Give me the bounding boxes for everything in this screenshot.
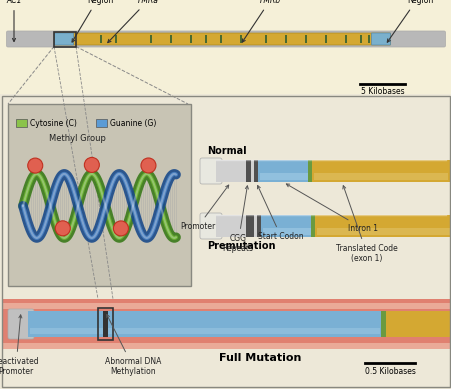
Bar — [380, 311, 385, 337]
FancyBboxPatch shape — [8, 309, 34, 339]
FancyBboxPatch shape — [6, 31, 445, 47]
Bar — [304, 35, 307, 43]
Text: Normal: Normal — [207, 146, 246, 156]
Bar — [2, 299, 449, 349]
Bar — [103, 311, 108, 337]
Text: CGG
Repeats: CGG Repeats — [222, 186, 253, 253]
Bar — [30, 328, 379, 334]
Bar — [16, 119, 27, 127]
Bar — [260, 215, 312, 237]
Bar — [344, 35, 347, 43]
Bar — [100, 35, 102, 43]
FancyBboxPatch shape — [199, 213, 221, 239]
Bar — [189, 35, 192, 43]
Bar — [262, 228, 310, 235]
Bar — [28, 311, 382, 337]
Text: Cytosine (C): Cytosine (C) — [30, 119, 77, 128]
Bar — [8, 104, 191, 286]
Text: FMRa: FMRa — [107, 0, 158, 42]
Text: Promoter: Promoter — [180, 185, 228, 231]
Text: 5 Kilobases: 5 Kilobases — [360, 87, 404, 96]
Bar — [307, 160, 311, 182]
Text: 0.5 Kilobases: 0.5 Kilobases — [364, 367, 414, 376]
Circle shape — [113, 221, 128, 236]
Text: Translated Code
(exon 1): Translated Code (exon 1) — [336, 186, 397, 263]
Bar — [0, 0, 451, 94]
Bar — [314, 215, 451, 237]
Bar — [196, 104, 445, 286]
Bar — [250, 160, 253, 182]
Text: FMRb: FMRb — [242, 0, 280, 42]
Text: AC1: AC1 — [6, 0, 22, 42]
Bar — [258, 160, 309, 182]
Bar — [96, 119, 107, 127]
Circle shape — [84, 158, 99, 172]
FancyBboxPatch shape — [199, 158, 221, 184]
Bar — [359, 35, 362, 43]
Text: Methyl Group: Methyl Group — [49, 134, 106, 143]
Bar — [54, 32, 76, 47]
Text: Abnormal DNA
Methylation: Abnormal DNA Methylation — [105, 314, 161, 377]
Bar — [150, 35, 152, 43]
Circle shape — [55, 221, 70, 236]
Bar — [2, 96, 449, 387]
Bar — [324, 35, 327, 43]
Bar — [285, 35, 287, 43]
FancyBboxPatch shape — [55, 33, 390, 45]
Bar — [264, 35, 267, 43]
Bar — [316, 228, 450, 235]
Bar — [170, 35, 172, 43]
Bar — [245, 215, 253, 237]
Bar — [257, 215, 260, 237]
Bar — [313, 173, 447, 180]
Bar — [205, 35, 207, 43]
Text: Premutation: Premutation — [207, 241, 275, 251]
Circle shape — [28, 158, 43, 173]
Bar — [245, 160, 250, 182]
Text: Intron 1: Intron 1 — [286, 184, 377, 233]
Bar — [253, 215, 257, 237]
Text: Full Mutation: Full Mutation — [218, 353, 300, 363]
Text: Start Codon: Start Codon — [257, 186, 303, 241]
Bar — [216, 215, 245, 237]
Bar — [2, 303, 449, 309]
Bar — [115, 35, 117, 43]
Bar — [2, 343, 449, 349]
Bar — [239, 35, 242, 43]
Bar — [0, 94, 451, 389]
Bar — [220, 35, 222, 43]
Text: 3' Untranslated
Region: 3' Untranslated Region — [387, 0, 449, 42]
Bar — [253, 160, 258, 182]
FancyBboxPatch shape — [55, 33, 74, 45]
Text: Deactivated
Promoter: Deactivated Promoter — [0, 315, 39, 377]
FancyBboxPatch shape — [371, 33, 390, 45]
Bar — [310, 215, 314, 237]
Bar — [259, 173, 307, 180]
Bar — [98, 308, 113, 340]
Bar — [311, 160, 449, 182]
Text: 5' Untranslated
Region: 5' Untranslated Region — [70, 0, 129, 42]
Bar — [216, 160, 245, 182]
Text: Guanine (G): Guanine (G) — [110, 119, 156, 128]
Bar — [367, 35, 370, 43]
Circle shape — [141, 158, 156, 173]
Bar — [385, 311, 451, 337]
